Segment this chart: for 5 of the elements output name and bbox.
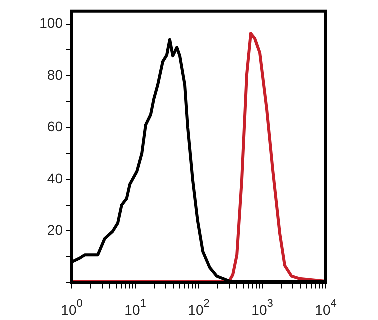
y-tick-label: 100 xyxy=(40,15,64,32)
y-tick-label: 20 xyxy=(47,222,64,238)
y-tick-label: 40 xyxy=(47,170,64,186)
y-tick-label: 60 xyxy=(47,118,64,135)
y-tick-label: 80 xyxy=(47,66,64,83)
